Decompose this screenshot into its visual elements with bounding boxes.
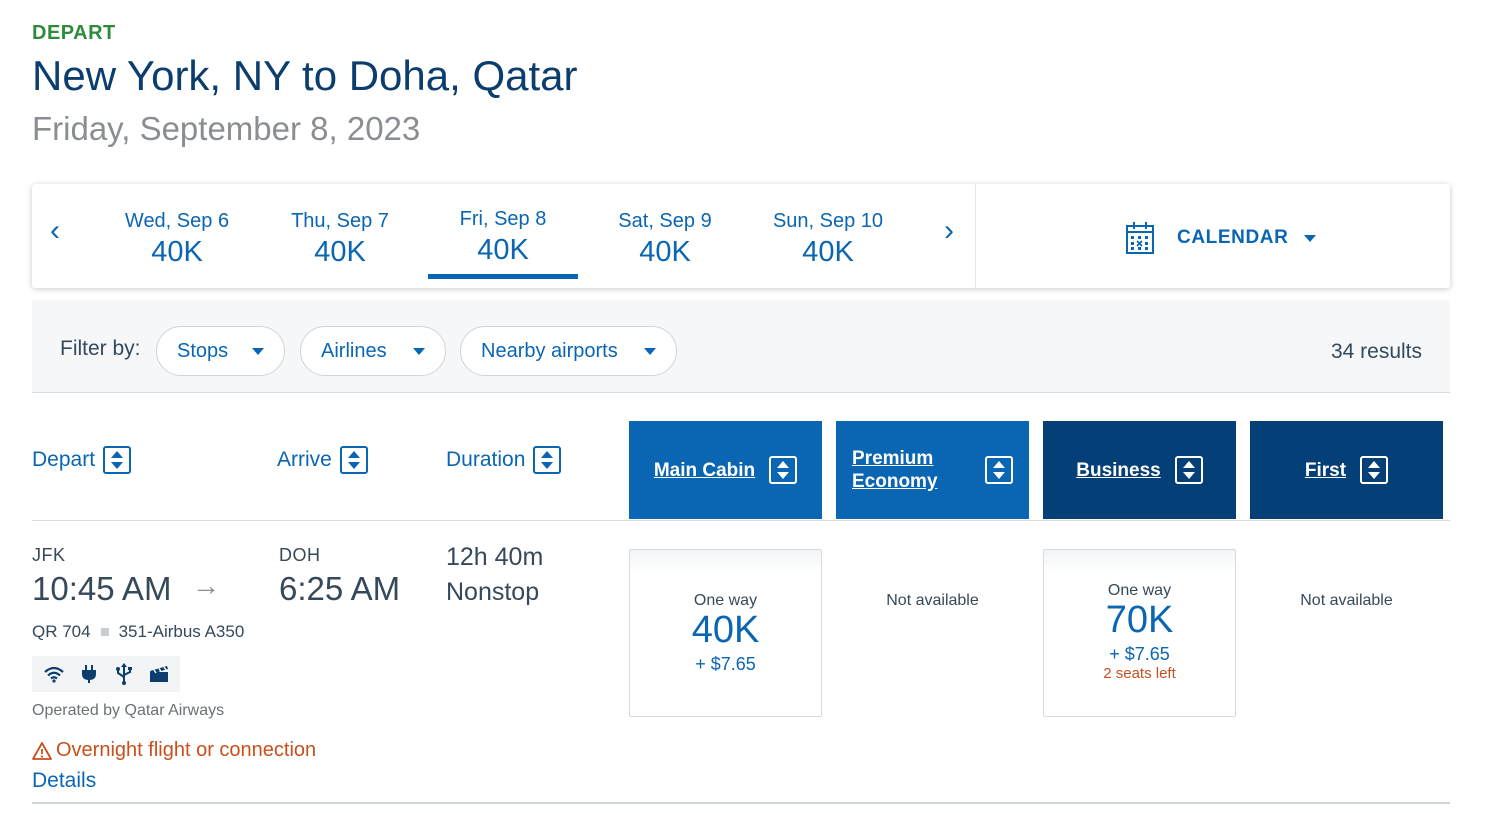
premium-economy-label-line1: Premium: [852, 448, 934, 469]
flight-info: QR 704 351-Airbus A350: [32, 622, 244, 642]
entertainment-icon: [147, 662, 171, 686]
date-label: Thu, Sep 7: [291, 210, 389, 232]
main-cabin-header[interactable]: Main Cabin: [629, 421, 822, 519]
stops-filter-label: Stops: [177, 339, 229, 362]
flight-number: QR 704: [32, 622, 91, 641]
sort-icon: [103, 446, 132, 474]
caret-down-icon: [1304, 234, 1317, 242]
fare-points: 70K: [1105, 599, 1174, 641]
caret-down-icon: [252, 347, 264, 355]
selected-date-underline: [428, 274, 578, 279]
arrive-column-label: Arrive: [277, 448, 332, 471]
amenities-bar: [32, 656, 180, 692]
airlines-filter-label: Airlines: [321, 339, 387, 362]
operated-by: Operated by Qatar Airways: [32, 702, 225, 719]
flight-stops: Nonstop: [446, 578, 540, 606]
calendar-button[interactable]: CALENDAR: [1125, 218, 1317, 258]
fare-tax: + $7.65: [1109, 644, 1170, 664]
premium-economy-not-available: Not available: [886, 592, 979, 609]
first-header[interactable]: First: [1250, 421, 1443, 519]
premium-economy-label-line2: Economy: [852, 471, 938, 492]
date-option-sep-8-selected[interactable]: Fri, Sep 8 40K: [428, 208, 578, 279]
seats-left: 2 seats left: [1103, 665, 1176, 682]
arrow-right-icon: →: [192, 570, 220, 601]
next-dates-chevron-icon[interactable]: ›: [944, 214, 954, 247]
date-price: 40K: [802, 236, 854, 268]
date-label: Wed, Sep 6: [124, 210, 230, 232]
arrive-time: 6:25 AM: [279, 570, 401, 607]
business-fare[interactable]: One way 70K + $7.65 2 seats left: [1043, 549, 1236, 717]
duration-column-label: Duration: [446, 448, 526, 471]
calendar-icon: [1126, 222, 1154, 254]
nearby-airports-filter-dropdown[interactable]: Nearby airports: [460, 326, 677, 376]
usb-icon: [112, 662, 136, 686]
fare-points: 40K: [691, 609, 760, 651]
depart-column-label: Depart: [32, 448, 96, 471]
sort-icon: [1174, 456, 1203, 484]
overnight-warning: Overnight flight or connection: [32, 739, 316, 762]
date-bar-divider: [975, 184, 976, 288]
sort-by-arrive[interactable]: Arrive: [277, 446, 368, 474]
date-label: Fri, Sep 8: [459, 208, 547, 230]
date-option-sep-7[interactable]: Thu, Sep 7 40K: [265, 210, 415, 269]
main-cabin-label: Main Cabin: [653, 459, 756, 481]
previous-dates-chevron-icon[interactable]: ‹: [50, 214, 60, 247]
date-option-sep-9[interactable]: Sat, Sep 9 40K: [590, 210, 740, 269]
warning-icon: [32, 741, 52, 760]
caret-down-icon: [413, 347, 425, 355]
business-header[interactable]: Business: [1043, 421, 1236, 519]
filter-label: Filter by:: [60, 337, 141, 360]
date-price: 40K: [151, 236, 203, 268]
sort-by-depart[interactable]: Depart: [32, 446, 132, 474]
date-price: 40K: [639, 236, 691, 268]
depart-label: DEPART: [32, 22, 116, 44]
results-count: 34 results: [1330, 340, 1422, 363]
caret-down-icon: [644, 347, 656, 355]
sort-icon: [339, 446, 368, 474]
date-label: Sun, Sep 10: [772, 210, 884, 232]
power-icon: [77, 662, 101, 686]
header-divider: [32, 520, 1450, 521]
first-label: First: [1304, 459, 1347, 481]
date-price: 40K: [477, 234, 529, 266]
flight-duration: 12h 40m: [446, 543, 544, 571]
sort-icon: [1360, 456, 1389, 484]
premium-economy-label: Premium Economy: [852, 447, 938, 493]
first-not-available: Not available: [1300, 592, 1393, 609]
overnight-warning-text: Overnight flight or connection: [56, 739, 317, 761]
main-cabin-fare[interactable]: One way 40K + $7.65: [629, 549, 822, 717]
page-title: New York, NY to Doha, Qatar: [32, 52, 578, 99]
wifi-icon: [42, 662, 66, 686]
premium-economy-header[interactable]: Premium Economy: [836, 421, 1029, 519]
travel-date: Friday, September 8, 2023: [32, 110, 421, 147]
origin-airport: JFK: [32, 545, 66, 565]
row-bottom-divider: [32, 802, 1450, 804]
calendar-label: CALENDAR: [1177, 227, 1289, 248]
aircraft-type: 351-Airbus A350: [118, 622, 245, 641]
date-label: Sat, Sep 9: [618, 210, 712, 232]
sort-icon: [769, 456, 798, 484]
details-link[interactable]: Details: [32, 769, 97, 792]
date-selector: ‹ Wed, Sep 6 40K Thu, Sep 7 40K Fri, Sep…: [32, 184, 1450, 288]
sort-icon: [985, 456, 1013, 484]
date-option-sep-6[interactable]: Wed, Sep 6 40K: [102, 210, 252, 269]
date-option-sep-10[interactable]: Sun, Sep 10 40K: [753, 210, 903, 269]
separator: [100, 628, 109, 636]
fare-tax: + $7.65: [695, 654, 756, 674]
business-label: Business: [1076, 459, 1161, 481]
airlines-filter-dropdown[interactable]: Airlines: [300, 326, 446, 376]
fare-type: One way: [1107, 582, 1172, 599]
stops-filter-dropdown[interactable]: Stops: [156, 326, 285, 376]
fare-type: One way: [693, 592, 758, 609]
destination-airport: DOH: [279, 545, 321, 565]
date-price: 40K: [314, 236, 366, 268]
nearby-airports-filter-label: Nearby airports: [481, 339, 618, 362]
depart-time: 10:45 AM: [32, 570, 172, 607]
filter-bar: Filter by: Stops Airlines Nearby airport…: [32, 300, 1450, 393]
sort-by-duration[interactable]: Duration: [446, 446, 562, 474]
sort-icon: [533, 446, 562, 474]
